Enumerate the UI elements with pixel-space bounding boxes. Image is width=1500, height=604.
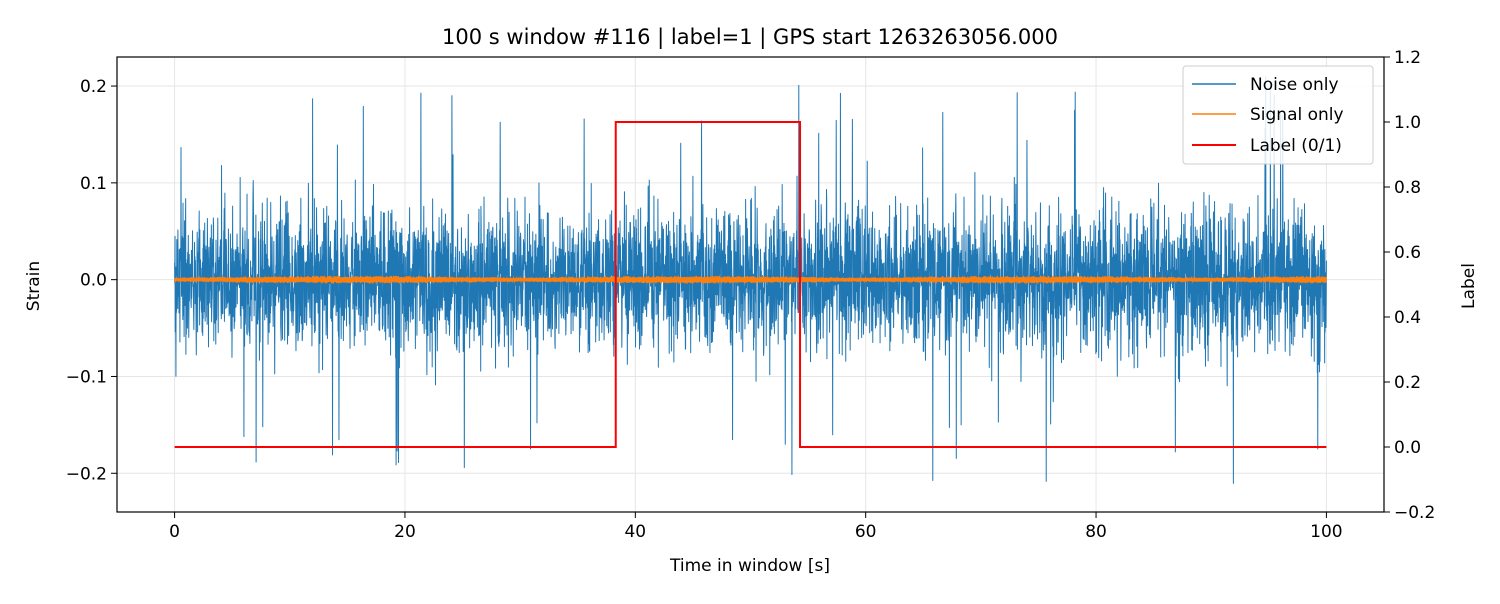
legend-label-label: Label (0/1) — [1250, 136, 1342, 156]
y2-tick-label: 0.8 — [1394, 178, 1421, 198]
signal-series — [173, 275, 1328, 284]
x-tick-label: 80 — [1085, 522, 1107, 542]
signal-line — [173, 275, 1328, 284]
x-axis-ticks: 0 20 40 60 80 100 — [169, 512, 1343, 542]
y2-tick-label: −0.2 — [1394, 503, 1435, 523]
y2-tick-label: 0.2 — [1394, 373, 1421, 393]
y-tick-label: 0.2 — [80, 77, 107, 97]
label-step-line — [174, 121, 1327, 448]
y2-axis-ticks: −0.2 0.0 0.2 0.4 0.6 0.8 1.0 1.2 — [1384, 48, 1435, 523]
noise-line — [174, 75, 1327, 484]
y-tick-label: −0.1 — [66, 367, 107, 387]
y2-tick-label: 1.2 — [1394, 48, 1421, 68]
y-tick-label: 0.1 — [80, 174, 107, 194]
noise-series — [174, 75, 1327, 484]
chart-title: 100 s window #116 | label=1 | GPS start … — [442, 25, 1058, 50]
legend-label-signal: Signal only — [1250, 105, 1344, 125]
x-tick-label: 100 — [1310, 522, 1342, 542]
y-axis-ticks: −0.2 −0.1 0.0 0.1 0.2 — [66, 77, 117, 484]
legend-label-noise: Noise only — [1250, 75, 1339, 95]
x-tick-label: 60 — [855, 522, 877, 542]
y2-tick-label: 1.0 — [1394, 113, 1421, 133]
plot-frame — [116, 56, 1385, 513]
legend-box — [1182, 65, 1374, 165]
y2-tick-label: 0.0 — [1394, 438, 1421, 458]
y2-tick-label: 0.6 — [1394, 243, 1421, 263]
y2-tick-label: 0.4 — [1394, 308, 1421, 328]
x-tick-label: 0 — [169, 522, 180, 542]
x-tick-label: 20 — [394, 522, 416, 542]
label-series — [174, 121, 1327, 448]
y-tick-label: 0.0 — [80, 271, 107, 291]
y-tick-label: −0.2 — [66, 464, 107, 484]
legend: Noise only Signal only Label (0/1) — [1182, 65, 1374, 165]
y2-axis-label: Label — [1459, 263, 1479, 309]
y-axis-label: Strain — [24, 261, 44, 311]
x-axis-label: Time in window [s] — [669, 556, 830, 576]
x-tick-label: 40 — [624, 522, 646, 542]
